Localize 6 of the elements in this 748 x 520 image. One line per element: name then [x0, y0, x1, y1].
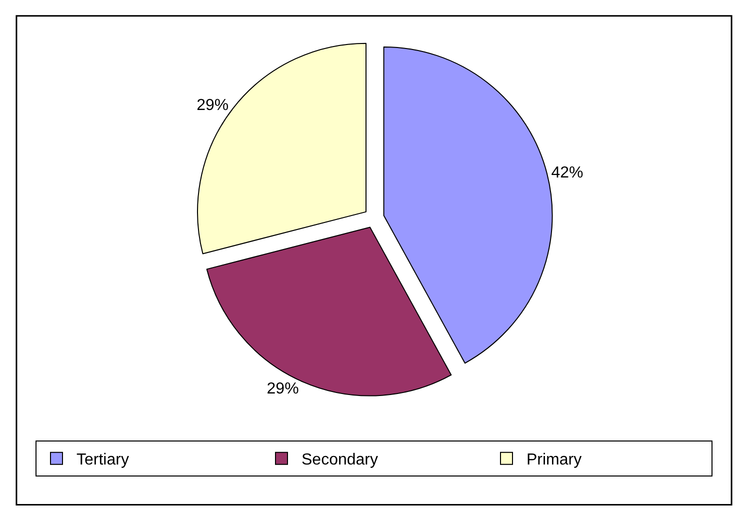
data-label: 29%: [196, 96, 229, 114]
legend-label: Tertiary: [76, 452, 129, 469]
legend-label: Secondary: [302, 452, 378, 469]
data-label: 29%: [266, 380, 299, 398]
data-label: 42%: [551, 164, 584, 182]
legend-label: Primary: [526, 452, 582, 469]
